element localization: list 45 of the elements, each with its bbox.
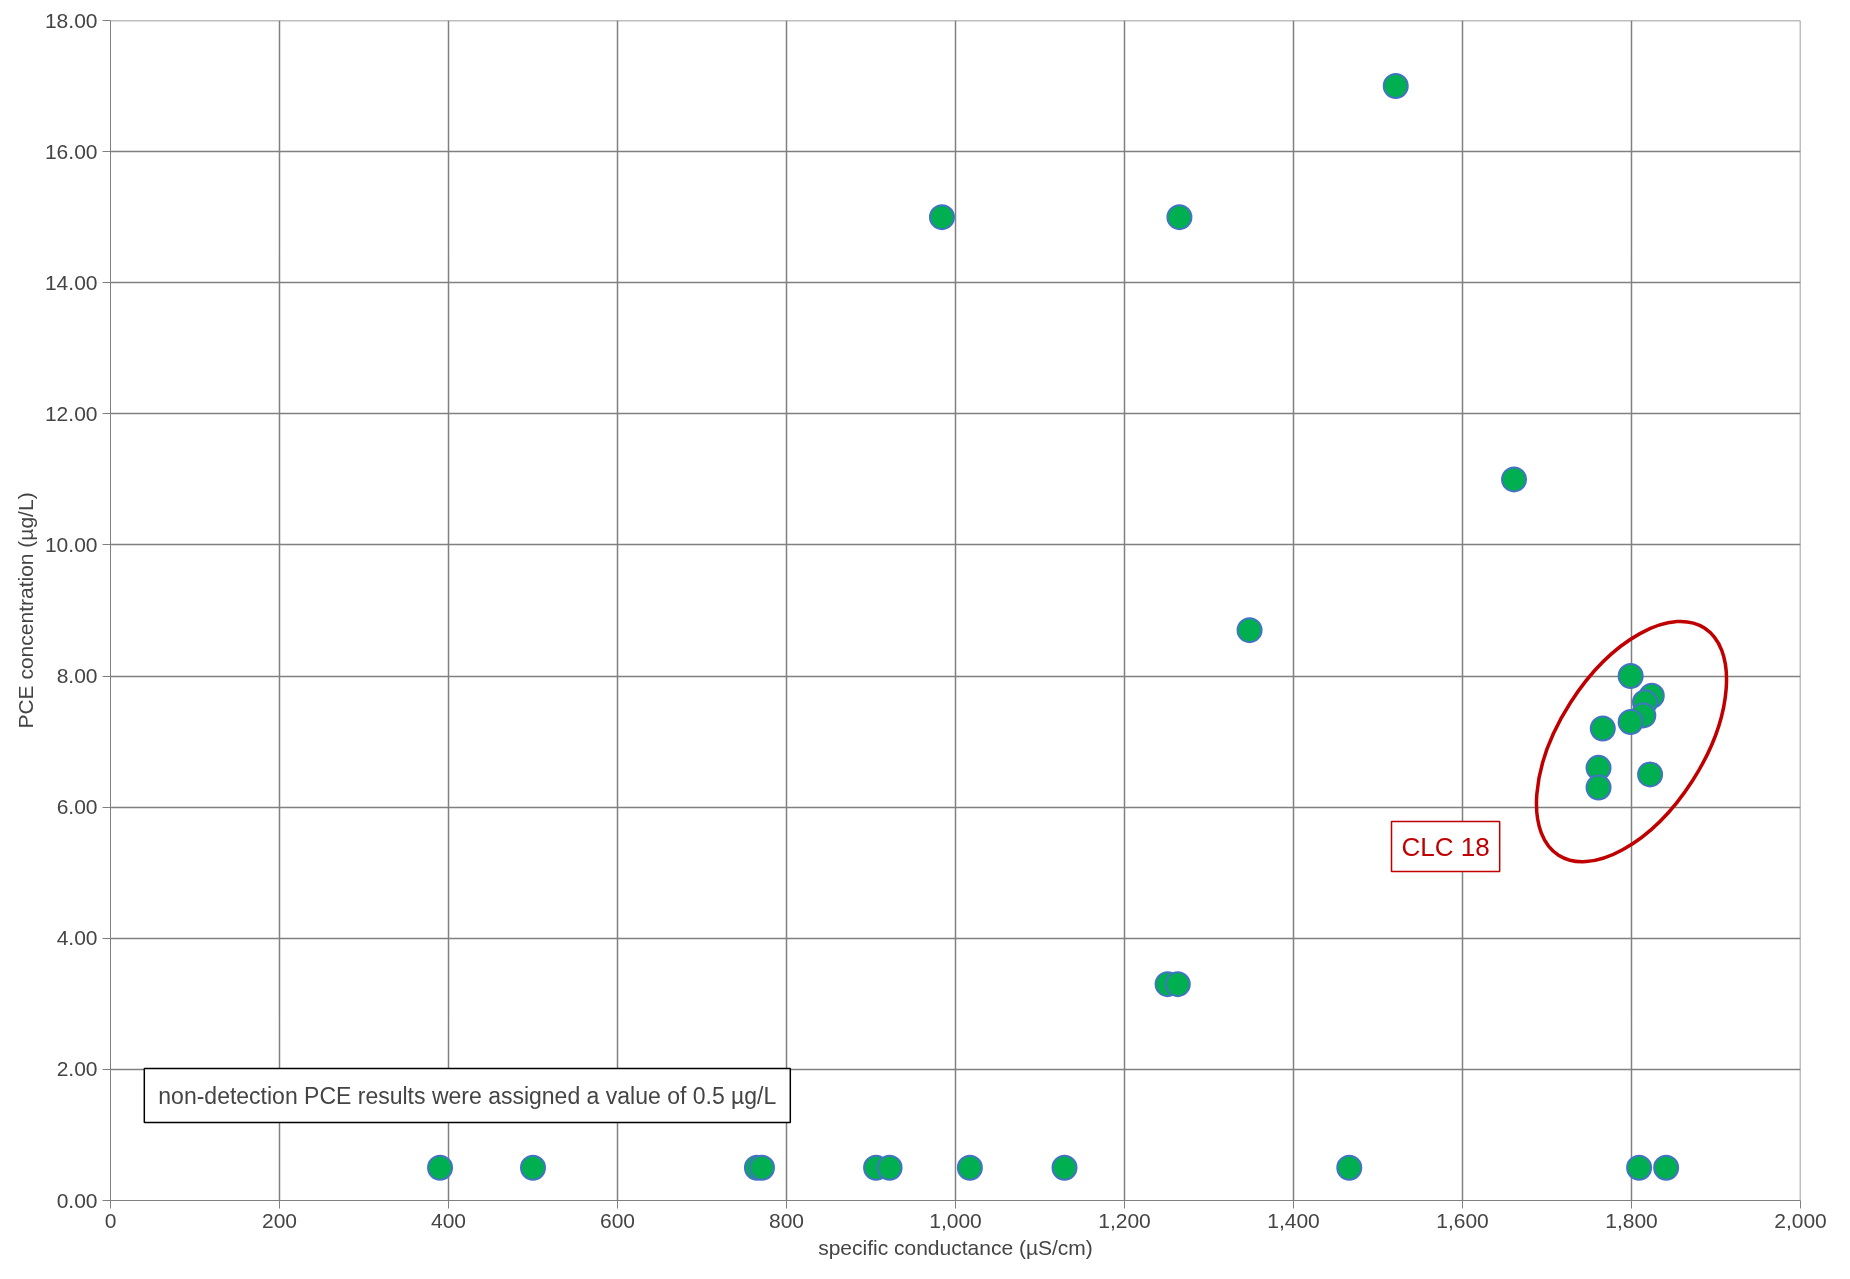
point <box>1336 1154 1363 1181</box>
point <box>1236 617 1263 644</box>
x-tick-label: 1,400 <box>1267 1208 1320 1232</box>
point <box>1637 761 1664 788</box>
point <box>748 1154 775 1181</box>
y-axis-title: PCE concentration (µg/L) <box>13 492 37 729</box>
y-tick-label: 14.00 <box>44 270 98 294</box>
y-tick-label: 2.00 <box>56 1057 98 1081</box>
y-tick-label: 12.00 <box>44 401 98 425</box>
x-tick-label: 1,200 <box>1098 1208 1151 1232</box>
point <box>928 204 955 231</box>
annotation: non-detection PCE results were assigned a value of 0.5 µg/L <box>158 1082 777 1109</box>
point <box>1653 1154 1680 1181</box>
y-tick-label: 18.00 <box>44 8 98 32</box>
x-tick-label: 1,800 <box>1605 1208 1658 1232</box>
y-tick-label: 16.00 <box>44 139 98 163</box>
point <box>520 1154 546 1181</box>
point <box>1501 466 1528 493</box>
point <box>1051 1154 1078 1181</box>
point <box>1382 73 1409 100</box>
annotation: CLC 18 <box>1401 831 1490 862</box>
point <box>1585 774 1612 801</box>
point <box>1589 715 1616 742</box>
x-tick-label: 1,600 <box>1436 1208 1489 1232</box>
x-tick-label: 600 <box>599 1208 636 1232</box>
x-tick-label: 400 <box>430 1208 467 1232</box>
x-tick-label: 2,000 <box>1774 1208 1827 1232</box>
y-tick-label: 10.00 <box>44 532 98 556</box>
x-tick-label: 0 <box>104 1208 117 1232</box>
point <box>876 1154 903 1181</box>
y-tick-label: 6.00 <box>56 795 98 819</box>
y-tick-label: 4.00 <box>56 926 98 950</box>
point <box>1164 971 1191 998</box>
point <box>1626 1154 1653 1181</box>
point <box>1617 663 1644 690</box>
y-tick-label: 8.00 <box>56 664 98 688</box>
point <box>956 1154 983 1181</box>
x-tick-label: 1,000 <box>929 1208 982 1232</box>
y-tick-label: 0.00 <box>56 1188 98 1212</box>
x-tick-label: 800 <box>768 1208 805 1232</box>
point <box>1617 708 1644 735</box>
point <box>427 1154 454 1181</box>
point <box>1166 204 1193 231</box>
x-tick-label: 200 <box>261 1208 298 1232</box>
x-axis-title: specific conductance (µS/cm) <box>818 1235 1093 1259</box>
